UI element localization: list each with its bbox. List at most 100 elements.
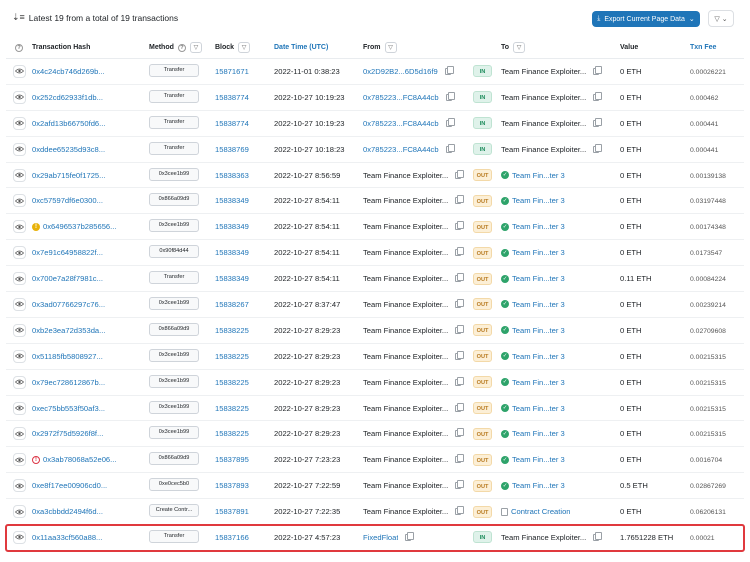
block-link[interactable]: 15837895 bbox=[215, 455, 249, 465]
block-link[interactable]: 15838349 bbox=[215, 222, 249, 232]
preview-eye-icon[interactable] bbox=[12, 168, 26, 182]
block-link[interactable]: 15838774 bbox=[215, 92, 249, 102]
block-link[interactable]: 15837893 bbox=[215, 481, 249, 491]
header-date-time[interactable]: Date Time (UTC) bbox=[274, 44, 329, 51]
to-address[interactable]: Team Fin...ter 3 bbox=[512, 248, 565, 258]
to-address[interactable]: Team Fin...ter 3 bbox=[512, 481, 565, 491]
transaction-hash-link[interactable]: 0x51185fb5808927... bbox=[32, 351, 103, 361]
transaction-hash-link[interactable]: 0x2972f75d5926f8f... bbox=[32, 429, 104, 439]
copy-icon[interactable] bbox=[455, 506, 465, 516]
preview-eye-icon[interactable] bbox=[12, 116, 26, 130]
transaction-hash-link[interactable]: 0xa3cbbdd2494f6d... bbox=[32, 507, 103, 517]
to-address[interactable]: Contract Creation bbox=[511, 507, 571, 517]
preview-eye-icon[interactable] bbox=[12, 375, 26, 389]
block-link[interactable]: 15838225 bbox=[215, 325, 249, 335]
transaction-hash-link[interactable]: 0x252cd62933f1db... bbox=[32, 92, 103, 102]
preview-eye-icon[interactable] bbox=[12, 427, 26, 441]
preview-eye-icon[interactable] bbox=[12, 272, 26, 286]
copy-icon[interactable] bbox=[455, 428, 465, 438]
copy-icon[interactable] bbox=[445, 143, 455, 153]
to-address[interactable]: Team Fin...ter 3 bbox=[512, 274, 565, 284]
header-txn-fee[interactable]: Txn Fee bbox=[690, 44, 717, 51]
to-address[interactable]: Team Fin...ter 3 bbox=[512, 196, 565, 206]
preview-eye-icon[interactable] bbox=[12, 349, 26, 363]
to-address[interactable]: Team Fin...ter 3 bbox=[512, 222, 565, 232]
transaction-hash-link[interactable]: 0xb2e3ea72d353da... bbox=[32, 325, 106, 335]
block-link[interactable]: 15838349 bbox=[215, 274, 249, 284]
copy-icon[interactable] bbox=[455, 169, 465, 179]
from-address[interactable]: 0x785223...FC8A44cb bbox=[363, 144, 439, 154]
copy-icon[interactable] bbox=[455, 195, 465, 205]
preview-eye-icon[interactable] bbox=[12, 453, 26, 467]
preview-eye-icon[interactable] bbox=[12, 297, 26, 311]
transaction-hash-link[interactable]: 0x4c24cb746d269b... bbox=[32, 66, 105, 76]
copy-icon[interactable] bbox=[455, 376, 465, 386]
block-link[interactable]: 15837166 bbox=[215, 532, 249, 542]
copy-icon[interactable] bbox=[455, 454, 465, 464]
block-link[interactable]: 15837891 bbox=[215, 507, 249, 517]
transaction-hash-link[interactable]: 0x700e7a28f7981c... bbox=[32, 274, 103, 284]
to-address[interactable]: Team Fin...ter 3 bbox=[512, 377, 565, 387]
preview-eye-icon[interactable] bbox=[12, 142, 26, 156]
transaction-hash-link[interactable]: 0x6496537b285656... bbox=[43, 222, 117, 232]
block-link[interactable]: 15838225 bbox=[215, 351, 249, 361]
copy-icon[interactable] bbox=[445, 117, 455, 127]
preview-eye-icon[interactable] bbox=[12, 90, 26, 104]
to-address[interactable]: Team Fin...ter 3 bbox=[512, 455, 565, 465]
transaction-hash-link[interactable]: 0x11aa33cf560a88... bbox=[32, 532, 103, 542]
from-address[interactable]: 0x785223...FC8A44cb bbox=[363, 118, 439, 128]
transaction-hash-link[interactable]: 0x7e91c64958822f... bbox=[32, 248, 103, 258]
copy-icon[interactable] bbox=[455, 273, 465, 283]
to-address[interactable]: Team Fin...ter 3 bbox=[512, 351, 565, 361]
method-filter-icon[interactable]: ▽ bbox=[189, 42, 202, 53]
transaction-hash-link[interactable]: 0x79ec728612867b... bbox=[32, 377, 106, 387]
preview-eye-icon[interactable] bbox=[12, 246, 26, 260]
copy-icon[interactable] bbox=[593, 65, 603, 75]
copy-icon[interactable] bbox=[444, 65, 454, 75]
block-link[interactable]: 15838349 bbox=[215, 196, 249, 206]
to-filter-icon[interactable]: ▽ bbox=[513, 42, 526, 53]
block-link[interactable]: 15871671 bbox=[215, 66, 249, 76]
copy-icon[interactable] bbox=[593, 143, 603, 153]
to-address[interactable]: Team Fin...ter 3 bbox=[512, 403, 565, 413]
from-address[interactable]: 0x785223...FC8A44cb bbox=[363, 92, 439, 102]
transaction-hash-link[interactable]: 0x3ad07766297c76... bbox=[32, 299, 106, 309]
copy-icon[interactable] bbox=[455, 480, 465, 490]
preview-eye-icon[interactable] bbox=[12, 505, 26, 519]
to-address[interactable]: Team Fin...ter 3 bbox=[512, 325, 565, 335]
copy-icon[interactable] bbox=[455, 402, 465, 412]
from-filter-icon[interactable]: ▽ bbox=[384, 42, 397, 53]
preview-eye-icon[interactable] bbox=[12, 64, 26, 78]
copy-icon[interactable] bbox=[593, 91, 603, 101]
block-link[interactable]: 15838225 bbox=[215, 377, 249, 387]
transaction-hash-link[interactable]: 0x2afd13b66750fd6... bbox=[32, 118, 106, 128]
preview-eye-icon[interactable] bbox=[12, 220, 26, 234]
copy-icon[interactable] bbox=[405, 531, 415, 541]
block-link[interactable]: 15838769 bbox=[215, 144, 249, 154]
block-link[interactable]: 15838267 bbox=[215, 299, 249, 309]
preview-eye-icon[interactable] bbox=[12, 194, 26, 208]
from-address[interactable]: 0x2D92B2...6D5d16f9 bbox=[363, 66, 438, 76]
to-address[interactable]: Team Fin...ter 3 bbox=[512, 170, 565, 180]
to-address[interactable]: Team Fin...ter 3 bbox=[512, 429, 565, 439]
preview-eye-icon[interactable] bbox=[12, 479, 26, 493]
copy-icon[interactable] bbox=[455, 350, 465, 360]
copy-icon[interactable] bbox=[455, 324, 465, 334]
transaction-hash-link[interactable]: 0x3ab78068a52e06... bbox=[43, 455, 117, 465]
transaction-hash-link[interactable]: 0xec75bb553f50af3... bbox=[32, 403, 106, 413]
block-link[interactable]: 15838363 bbox=[215, 170, 249, 180]
block-link[interactable]: 15838349 bbox=[215, 248, 249, 258]
filter-dropdown-button[interactable]: ▽ ⌄ bbox=[708, 10, 734, 27]
method-info-icon[interactable]: ? bbox=[177, 43, 186, 52]
block-link[interactable]: 15838774 bbox=[215, 118, 249, 128]
preview-eye-icon[interactable] bbox=[12, 530, 26, 544]
copy-icon[interactable] bbox=[593, 117, 603, 127]
transaction-hash-link[interactable]: 0x29ab715fe0f1725... bbox=[32, 170, 106, 180]
copy-icon[interactable] bbox=[455, 298, 465, 308]
block-link[interactable]: 15838225 bbox=[215, 429, 249, 439]
copy-icon[interactable] bbox=[455, 247, 465, 257]
copy-icon[interactable] bbox=[445, 91, 455, 101]
block-filter-icon[interactable]: ▽ bbox=[238, 42, 251, 53]
transaction-hash-link[interactable]: 0xddee65235d93c8... bbox=[32, 144, 106, 154]
preview-eye-icon[interactable] bbox=[12, 401, 26, 415]
